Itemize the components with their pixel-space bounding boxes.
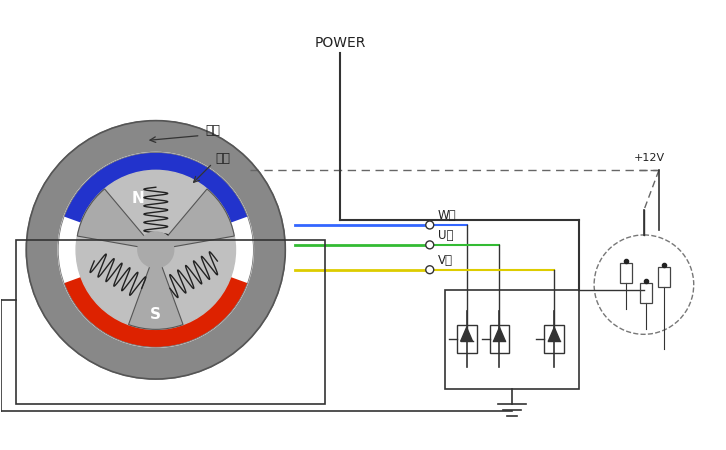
Bar — [16, 240, 325, 404]
Wedge shape — [64, 153, 248, 225]
Polygon shape — [494, 327, 505, 341]
Circle shape — [138, 232, 174, 268]
Text: S: S — [150, 307, 161, 322]
Circle shape — [76, 171, 235, 329]
Bar — [658, 267, 670, 287]
Wedge shape — [156, 189, 234, 250]
Text: V相: V相 — [438, 254, 453, 267]
Bar — [457, 325, 476, 353]
Wedge shape — [129, 250, 183, 329]
Circle shape — [58, 153, 253, 347]
Circle shape — [425, 241, 433, 249]
Polygon shape — [548, 327, 560, 341]
Text: 转子: 转子 — [205, 124, 221, 137]
Bar — [489, 325, 510, 353]
Polygon shape — [460, 327, 473, 341]
Bar — [544, 325, 564, 353]
Circle shape — [425, 266, 433, 274]
Bar — [620, 263, 632, 283]
Text: POWER: POWER — [314, 36, 366, 50]
Wedge shape — [77, 189, 156, 250]
Wedge shape — [64, 275, 248, 347]
Bar — [445, 290, 579, 389]
Text: U相: U相 — [438, 229, 453, 242]
Circle shape — [425, 221, 433, 229]
Circle shape — [26, 121, 285, 379]
Text: 定子: 定子 — [216, 152, 231, 165]
Text: N: N — [131, 191, 144, 206]
Text: W相: W相 — [438, 209, 457, 222]
Bar — [640, 283, 652, 302]
Text: +12V: +12V — [633, 153, 664, 163]
